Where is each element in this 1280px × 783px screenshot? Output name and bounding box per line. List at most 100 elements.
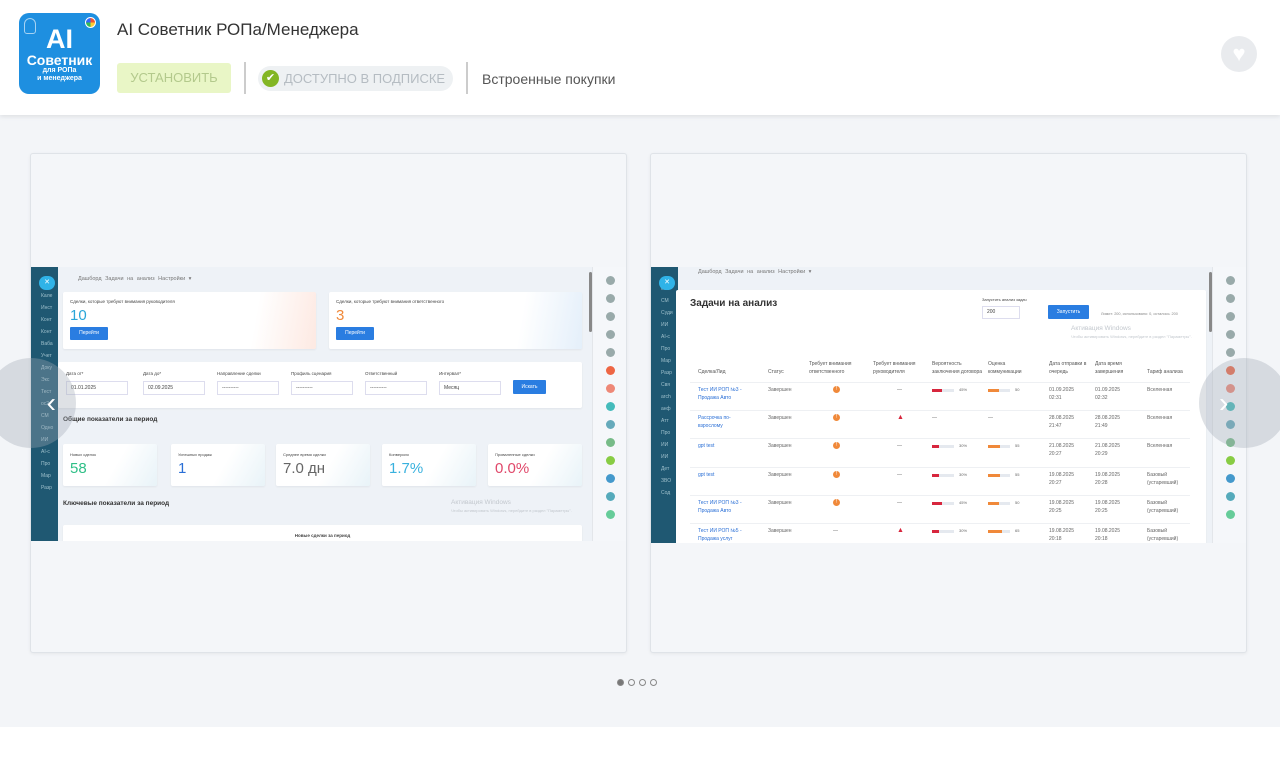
comm-fill	[988, 389, 999, 392]
heart-icon: ♥	[1232, 41, 1246, 66]
done-date: 19.08.2025 20:25	[1095, 500, 1121, 514]
carousel-dot[interactable]	[617, 679, 624, 686]
alert-triangle-icon: ▲	[897, 414, 904, 421]
filter-input: Месяц	[439, 381, 501, 395]
deal-link[interactable]: Рассрочка по-взрослому	[698, 415, 731, 429]
divider	[244, 62, 246, 94]
sidebar-item: Дет	[661, 466, 670, 472]
row-divider	[690, 410, 1190, 411]
carousel-prev-button[interactable]: ‹	[0, 358, 76, 448]
sidebar: Кале Инст Конт Конт Ваба Учет Доку Экс Тест ос2 СМ…	[31, 267, 58, 541]
carousel-next-button[interactable]: ›	[1199, 358, 1280, 448]
sidebar-item: AI-с	[41, 449, 50, 455]
tariff-cell: Базовый (устаревший)	[1147, 528, 1179, 542]
carousel-dot[interactable]	[639, 679, 646, 686]
sidebar-item: Суди	[661, 310, 673, 316]
prob-value: 30%	[959, 472, 968, 477]
tasks-panel: Задачи на анализ Запустить анализ задач …	[676, 290, 1206, 543]
prob-fill	[932, 530, 939, 533]
column-header: Вероятность заключения договора	[932, 361, 983, 375]
prob-value: 30%	[959, 443, 968, 448]
deal-link[interactable]: gpt test	[698, 443, 715, 449]
sidebar-item: Атт	[661, 418, 669, 424]
tariff-cell: Базовый (устаревший)	[1147, 472, 1179, 486]
sent-date: 19.08.2025 20:25	[1049, 500, 1075, 514]
run-button: Запустить	[1048, 305, 1089, 319]
filter-input: 01.01.2025	[66, 381, 128, 395]
windows-watermark-sub: Чтобы активировать Windows, перейдите в …	[451, 508, 572, 513]
row-divider	[690, 467, 1190, 468]
go-button: Перейти	[70, 327, 108, 340]
sidebar-item: AI-с	[661, 334, 670, 340]
empty-cell: —	[897, 387, 902, 393]
sidebar-item: Про	[41, 461, 51, 467]
prob-bar	[932, 389, 954, 392]
screenshot-card-2[interactable]: оо2СМСудиИИAI-сПроМарРазрСвяarchанфАттПр…	[650, 153, 1247, 653]
install-button[interactable]: УСТАНОВИТЬ	[117, 63, 231, 93]
sent-date: 21.08.2025 20:27	[1049, 443, 1075, 457]
deal-link[interactable]: Тест ИИ РОП №5 - Продажа услуг	[698, 528, 742, 542]
carousel-dot[interactable]	[628, 679, 635, 686]
favorite-button[interactable]: ♥	[1221, 36, 1257, 72]
stat-value: 7.0 дн	[283, 460, 326, 477]
prob-fill	[932, 445, 939, 448]
alert-triangle-icon: ▲	[897, 527, 904, 534]
stat-card: Новых сделок 58	[63, 444, 157, 486]
stat-value: 0.0%	[495, 460, 530, 477]
comm-fill	[988, 445, 1001, 448]
carousel-dot[interactable]	[650, 679, 657, 686]
empty-cell: —	[833, 528, 838, 534]
section-title: Ключевые показатели за период	[63, 500, 170, 507]
prob-fill	[932, 474, 939, 477]
stat-label: Среднее время сделки	[283, 452, 326, 457]
filter-input: ----------	[291, 381, 353, 395]
filter-panel: Дата от* 01.01.2025 Дата до* 02.09.2025 Напр…	[58, 362, 582, 408]
row-divider	[690, 523, 1190, 524]
warning-circle-icon: !	[833, 499, 840, 506]
filter-input: ----------	[365, 381, 427, 395]
prob-value: 45%	[959, 500, 968, 505]
check-circle-icon: ✔	[262, 70, 279, 87]
sidebar-item: СМ	[661, 298, 669, 304]
filter-label: Дата до*	[143, 371, 162, 376]
chevron-left-icon: ‹	[46, 387, 56, 418]
right-panel	[1212, 267, 1246, 543]
limit-text: Лимит: 200, использовано: 0, осталось: 2…	[1101, 312, 1178, 316]
stat-label: Успешных продаж	[178, 452, 212, 457]
logo-text: Советник	[26, 52, 93, 68]
alert-label: Сделки, которые требуют внимания ответст…	[336, 299, 445, 304]
column-header: Требует внимания ответственного	[809, 361, 852, 375]
deal-link[interactable]: Тест ИИ РОП №3 - Продажа Авто	[698, 500, 742, 514]
top-nav: Дашборд Задачи на анализ Настройки ▾	[78, 276, 192, 282]
screenshot-card-1[interactable]: Кале Инст Конт Конт Ваба Учет Доку Экс Тест ос2 СМ…	[30, 153, 627, 653]
status-cell: Завершен	[768, 415, 792, 421]
deal-link[interactable]: gpt test	[698, 472, 715, 478]
empty-cell: —	[897, 472, 902, 478]
sidebar-item: Мар	[661, 358, 671, 364]
logo-text: для РОПа	[42, 67, 77, 74]
status-cell: Завершен	[768, 472, 792, 478]
row-divider	[690, 495, 1190, 496]
stat-label: Проваленные сделки	[495, 452, 535, 457]
comm-fill	[988, 530, 1003, 533]
done-date: 19.08.2025 20:28	[1095, 472, 1121, 486]
prob-bar	[932, 474, 954, 477]
comm-bar	[988, 502, 1010, 505]
done-date: 28.08.2025 21:49	[1095, 415, 1121, 429]
deal-link[interactable]: Тест ИИ РОП №3 - Продажа Авто	[698, 387, 742, 401]
sidebar-item: СМ	[41, 413, 49, 419]
sidebar-item: Сод	[661, 490, 671, 496]
scrollbar	[1209, 272, 1212, 332]
tariff-cell: Базовый (устаревший)	[1147, 500, 1179, 514]
close-icon: ✕	[659, 276, 675, 290]
run-label: Запустить анализ задач	[982, 297, 1027, 302]
sidebar-item: Учет	[41, 353, 52, 359]
column-header: Тариф анализа	[1147, 369, 1183, 375]
sidebar-item: Экс	[41, 377, 50, 383]
done-date: 01.09.2025 02:32	[1095, 387, 1121, 401]
sidebar-item: Про	[661, 346, 671, 352]
logo-text: и менеджера	[37, 75, 82, 82]
sidebar: оо2СМСудиИИAI-сПроМарРазрСвяarchанфАттПр…	[651, 267, 678, 543]
dashboard-screenshot: Кале Инст Конт Конт Ваба Учет Доку Экс Тест ос2 СМ…	[31, 267, 626, 541]
inapp-purchases-label: Встроенные покупки	[482, 71, 616, 87]
